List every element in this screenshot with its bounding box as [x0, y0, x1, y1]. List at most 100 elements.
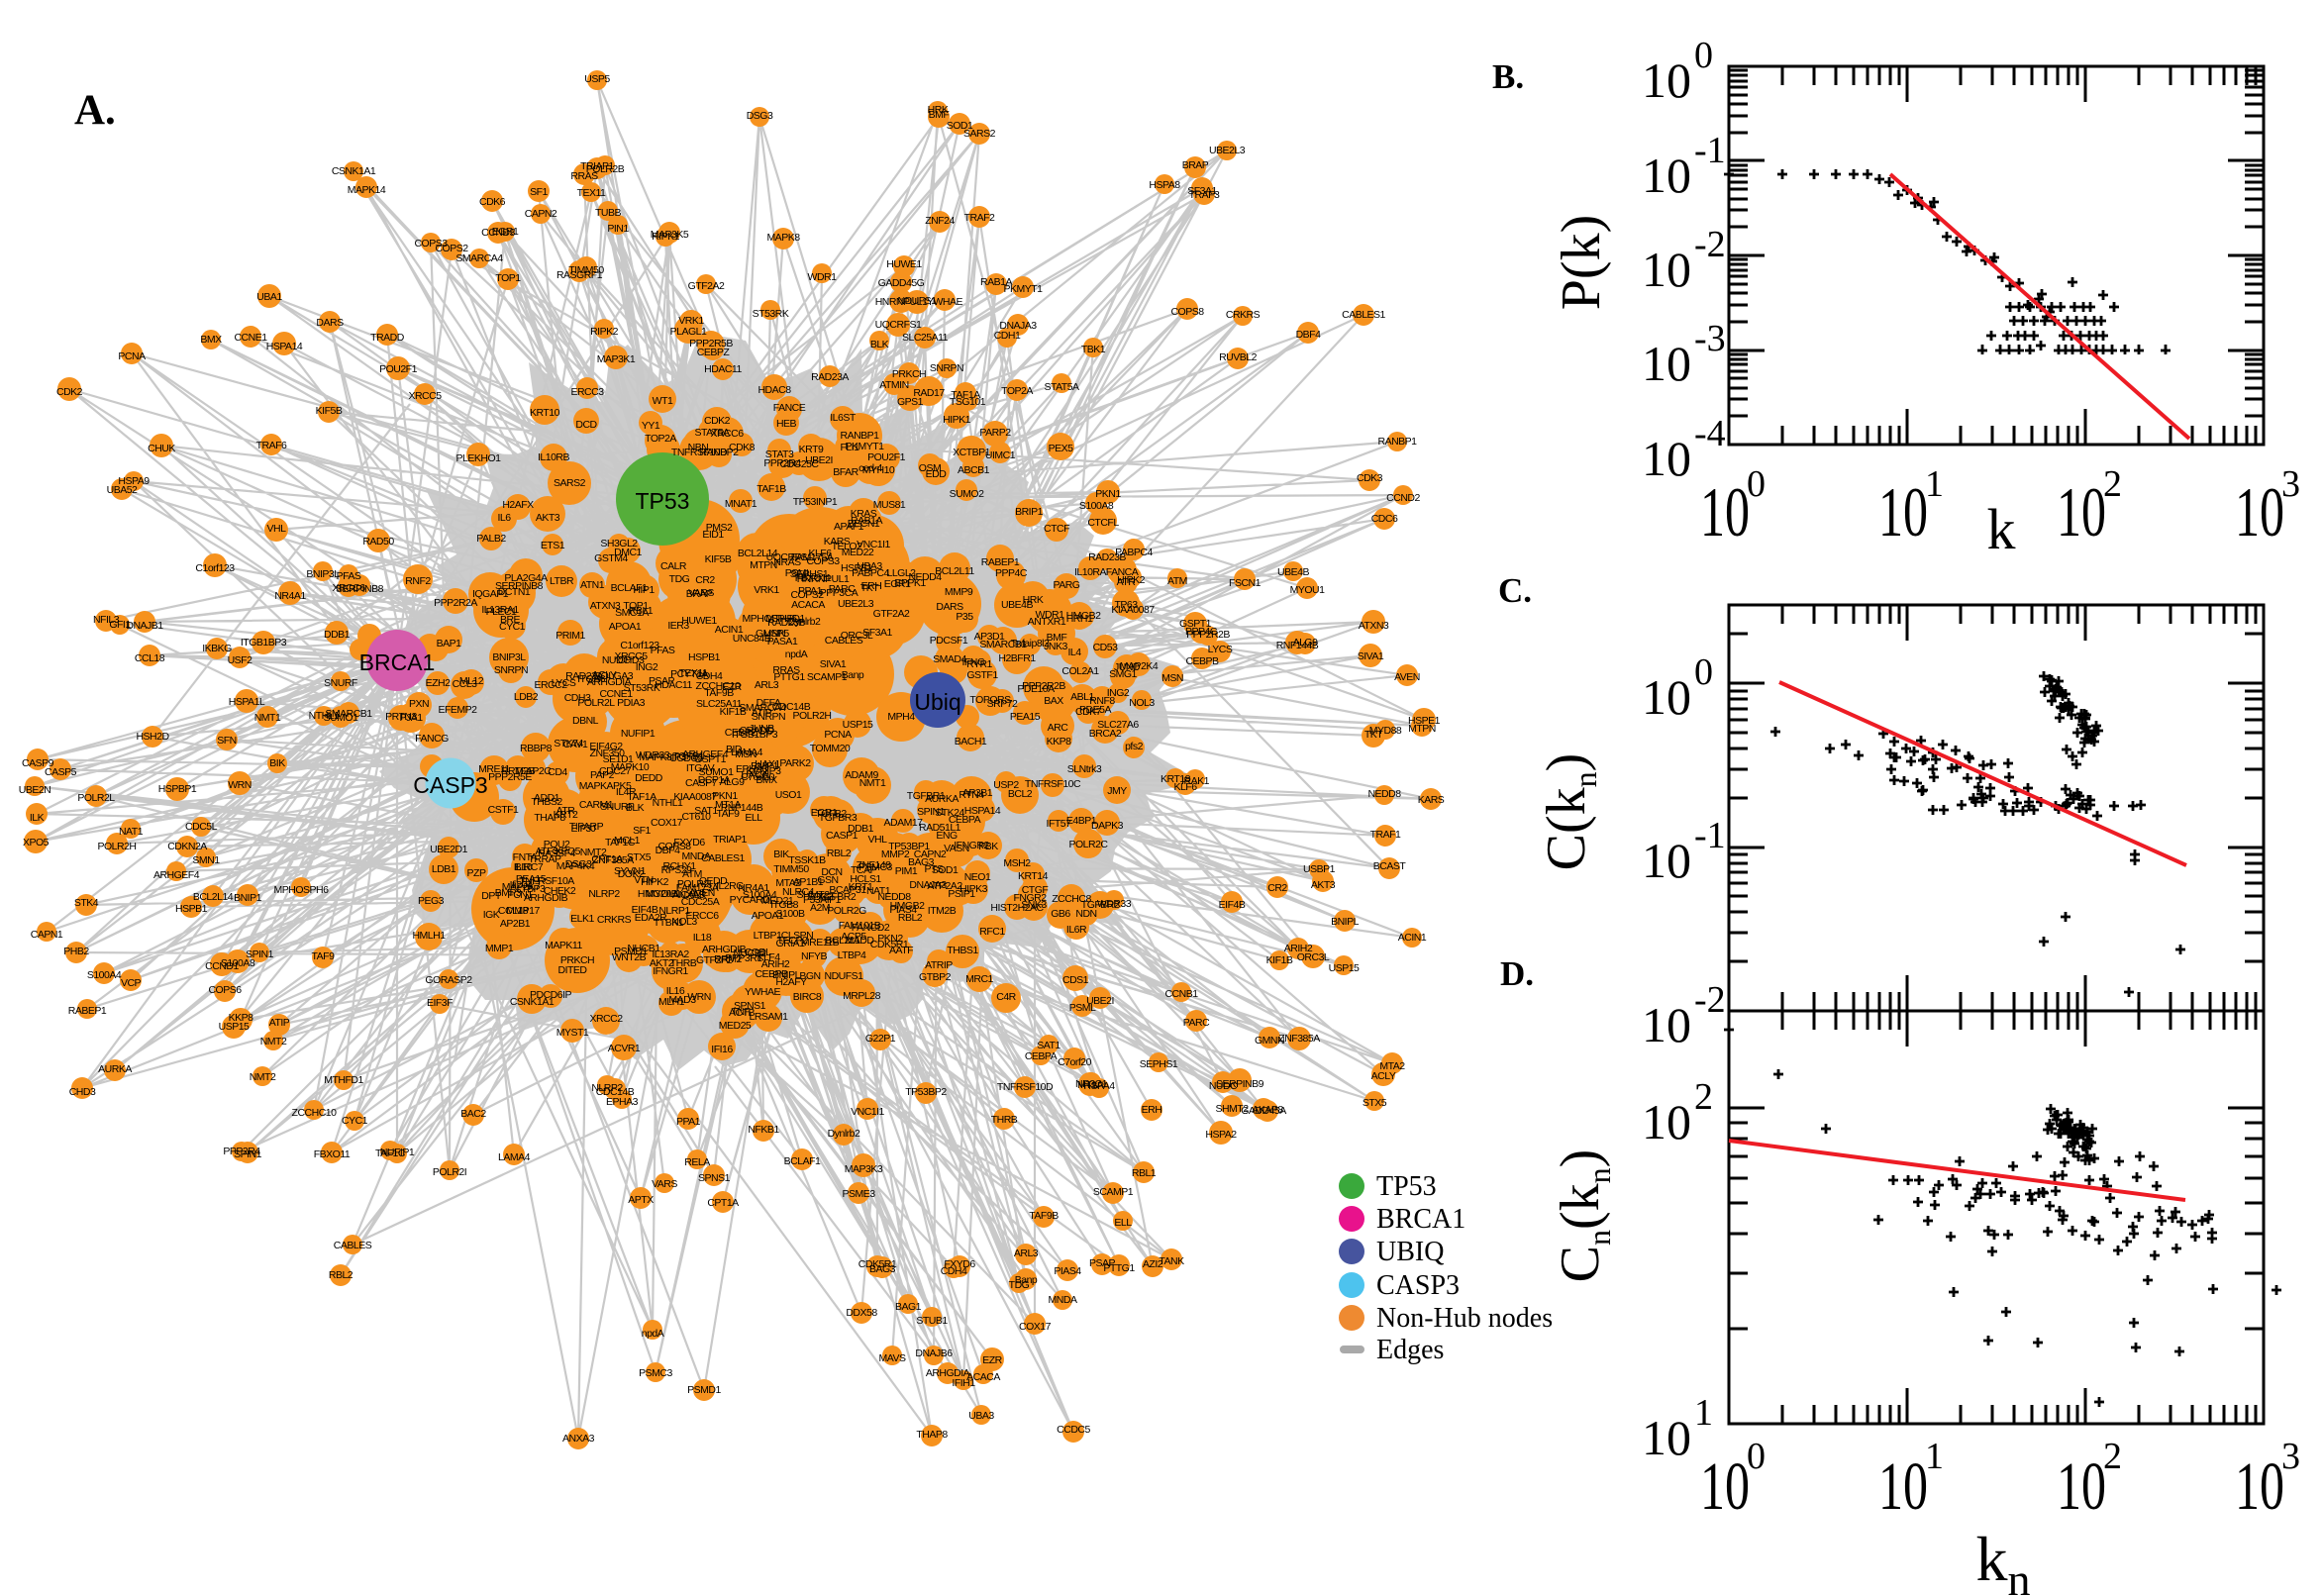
svg-text:MT1A: MT1A — [715, 799, 742, 811]
svg-text:DNAJA3: DNAJA3 — [999, 320, 1037, 332]
svg-text:RRM2: RRM2 — [714, 953, 742, 965]
svg-text:SPNS1: SPNS1 — [734, 1000, 766, 1012]
svg-text:SNURF: SNURF — [324, 677, 357, 689]
svg-text:KARS: KARS — [824, 536, 851, 548]
svg-text:PARP2: PARP2 — [979, 427, 1011, 439]
svg-text:HSPA9: HSPA9 — [118, 475, 150, 487]
svg-text:DNAJB1: DNAJB1 — [126, 620, 163, 632]
svg-text:APOA1: APOA1 — [752, 910, 784, 922]
svg-text:TNFRSF10D: TNFRSF10D — [671, 447, 728, 458]
svg-text:PKMYT1: PKMYT1 — [845, 441, 884, 452]
svg-text:B.: B. — [1492, 57, 1524, 96]
svg-text:CLSPN: CLSPN — [781, 930, 814, 942]
svg-text:TOP1: TOP1 — [623, 600, 649, 612]
svg-text:XRCC2: XRCC2 — [589, 1013, 623, 1025]
svg-text:KLF4: KLF4 — [757, 951, 780, 963]
svg-text:UBE2L3: UBE2L3 — [838, 598, 874, 610]
svg-text:FCN1: FCN1 — [507, 889, 533, 901]
svg-text:0: 0 — [1747, 1436, 1766, 1477]
svg-text:DOK2: DOK2 — [618, 868, 645, 880]
svg-text:HDAC11: HDAC11 — [655, 679, 692, 691]
svg-text:BAG1: BAG1 — [895, 1301, 922, 1313]
svg-text:MUS81: MUS81 — [873, 499, 906, 511]
svg-text:WT1: WT1 — [653, 395, 673, 407]
svg-text:CABLES: CABLES — [334, 1240, 372, 1251]
svg-text:SF1: SF1 — [530, 186, 548, 198]
svg-text:TKT: TKT — [860, 582, 879, 594]
svg-text:SUMO2: SUMO2 — [950, 488, 985, 500]
svg-text:KRAS: KRAS — [851, 508, 877, 520]
svg-text:BAG3: BAG3 — [908, 856, 935, 868]
svg-text:EGR1: EGR1 — [884, 578, 911, 590]
svg-text:PPP2R4: PPP2R4 — [223, 1146, 260, 1157]
svg-text:RAB1A: RAB1A — [980, 276, 1012, 288]
svg-text:ANXA3: ANXA3 — [672, 889, 705, 901]
svg-text:HSPA1L: HSPA1L — [229, 696, 265, 708]
svg-text:JMY: JMY — [1107, 785, 1127, 797]
svg-text:10: 10 — [2235, 474, 2284, 552]
svg-text:TGFBR2: TGFBR2 — [1081, 899, 1120, 911]
svg-text:FANCD2: FANCD2 — [852, 922, 890, 934]
svg-text:HSPB1: HSPB1 — [175, 903, 208, 915]
svg-text:MRPL28: MRPL28 — [843, 990, 881, 1002]
svg-text:RRM2B: RRM2B — [501, 765, 536, 777]
svg-text:NR4A1: NR4A1 — [738, 882, 769, 894]
svg-text:CSNK1A1: CSNK1A1 — [332, 165, 376, 177]
svg-text:HSPA14: HSPA14 — [964, 805, 1001, 817]
svg-text:BCLAF1: BCLAF1 — [611, 582, 648, 594]
svg-text:ATP2A2: ATP2A2 — [927, 880, 962, 892]
svg-text:SLNtrk3: SLNtrk3 — [1067, 763, 1102, 775]
svg-text:GPS1: GPS1 — [897, 396, 924, 408]
svg-text:MT1A: MT1A — [1077, 1079, 1104, 1091]
svg-text:UIMC1: UIMC1 — [985, 449, 1016, 461]
svg-text:KIAA0087: KIAA0087 — [673, 791, 717, 803]
svg-text:ARL3: ARL3 — [755, 679, 779, 691]
svg-text:BCL2: BCL2 — [1008, 788, 1033, 800]
svg-text:CDC25C: CDC25C — [779, 458, 819, 470]
svg-text:C7orf20: C7orf20 — [741, 771, 775, 783]
svg-text:BIK: BIK — [269, 757, 285, 769]
svg-text:BFAR: BFAR — [833, 466, 858, 478]
svg-text:ZNF385A: ZNF385A — [592, 854, 634, 866]
svg-text:NMT2: NMT2 — [250, 1071, 276, 1083]
svg-text:MYST1: MYST1 — [556, 1027, 589, 1039]
svg-text:EZH2: EZH2 — [426, 677, 452, 689]
svg-text:GMNN: GMNN — [1255, 1035, 1284, 1047]
svg-text:CHD3: CHD3 — [618, 654, 645, 666]
svg-text:HMGB2: HMGB2 — [890, 900, 926, 912]
svg-text:TGFBR3: TGFBR3 — [819, 812, 858, 824]
svg-text:PCYT1A: PCYT1A — [670, 668, 708, 680]
svg-text:DFFA: DFFA — [757, 697, 781, 709]
svg-text:BCL2L1: BCL2L1 — [826, 935, 861, 947]
svg-text:PPP2R5E: PPP2R5E — [488, 771, 532, 783]
svg-text:DAPK3: DAPK3 — [1091, 820, 1124, 832]
svg-text:PSAP: PSAP — [649, 675, 675, 687]
svg-text:ADAM9: ADAM9 — [845, 769, 878, 781]
svg-text:MSH2: MSH2 — [1003, 857, 1031, 869]
svg-text:2: 2 — [2103, 1436, 2122, 1477]
svg-text:PYCARD: PYCARD — [730, 894, 771, 906]
svg-text:MAP2K7: MAP2K7 — [502, 881, 541, 893]
svg-text:USP15: USP15 — [1329, 962, 1360, 974]
svg-text:-1: -1 — [1694, 130, 1726, 171]
svg-text:C4R: C4R — [996, 991, 1016, 1003]
svg-text:SHMT2: SHMT2 — [1215, 1103, 1249, 1115]
svg-text:PIAS4: PIAS4 — [889, 904, 917, 916]
svg-text:IL10: IL10 — [514, 861, 533, 873]
svg-text:PRIM1: PRIM1 — [556, 630, 585, 642]
svg-text:ARHGDIA: ARHGDIA — [587, 676, 632, 688]
svg-text:C7orf20: C7orf20 — [1058, 1056, 1092, 1068]
svg-text:AP2B1: AP2B1 — [500, 918, 531, 930]
svg-text:SIVA1: SIVA1 — [1358, 650, 1384, 662]
svg-text:THBS1: THBS1 — [947, 945, 978, 956]
svg-text:SH3GL2: SH3GL2 — [600, 538, 638, 549]
svg-text:SE1D1: SE1D1 — [603, 753, 634, 765]
svg-text:COPS2: COPS2 — [435, 243, 468, 254]
svg-text:THAP8: THAP8 — [916, 1429, 948, 1441]
svg-text:CAV1: CAV1 — [563, 739, 588, 750]
svg-text:THRB: THRB — [670, 957, 697, 969]
svg-text:UBE4B: UBE4B — [1001, 599, 1033, 611]
svg-text:TEX11: TEX11 — [679, 667, 708, 679]
svg-text:NUFIP1: NUFIP1 — [380, 1147, 415, 1158]
svg-text:MMP17: MMP17 — [506, 905, 540, 917]
